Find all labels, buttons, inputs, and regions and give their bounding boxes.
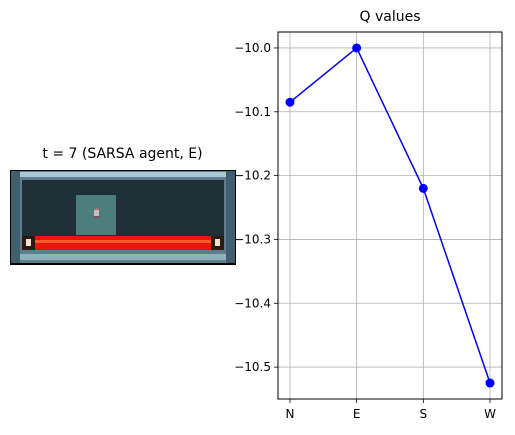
grid-lines — [278, 32, 502, 399]
data-points — [285, 43, 495, 388]
agent-icon — [93, 208, 100, 218]
environment-title: t = 7 (SARSA agent, E) — [42, 146, 203, 162]
q-value-point-e — [352, 43, 362, 53]
x-tick-label: S — [420, 407, 428, 421]
bottom-wall-highlight — [11, 254, 235, 260]
y-tick-label: −10.5 — [234, 360, 271, 374]
y-tick-label: −10.0 — [234, 41, 271, 55]
q-value-point-w — [485, 378, 495, 388]
dark-floor — [22, 180, 224, 236]
x-tick-label: W — [484, 407, 496, 421]
q-value-line — [289, 46, 491, 384]
x-tick-label: N — [286, 407, 295, 421]
y-tick-label: −10.1 — [234, 105, 271, 119]
chart-title: Q values — [359, 9, 421, 25]
lava-highlight — [35, 240, 211, 243]
y-tick-label: −10.4 — [234, 296, 271, 310]
left-statue-icon — [26, 239, 31, 246]
y-tick-label: −10.3 — [234, 232, 271, 246]
plot-frame — [277, 31, 503, 400]
q-value-point-n — [285, 97, 295, 107]
y-tick-label: −10.2 — [234, 169, 271, 183]
q-value-point-s — [418, 183, 428, 193]
gridworld-environment — [10, 170, 236, 265]
series-line — [289, 46, 491, 384]
right-wall — [226, 171, 235, 263]
x-tick-label: E — [353, 407, 361, 421]
top-wall-highlight — [11, 172, 235, 177]
axis-ticks: N E S W −10.0 −10.1 −10.2 −10.3 −10.4 −10.5 — [234, 41, 496, 421]
right-statue-icon — [215, 239, 220, 246]
left-wall — [11, 171, 20, 263]
